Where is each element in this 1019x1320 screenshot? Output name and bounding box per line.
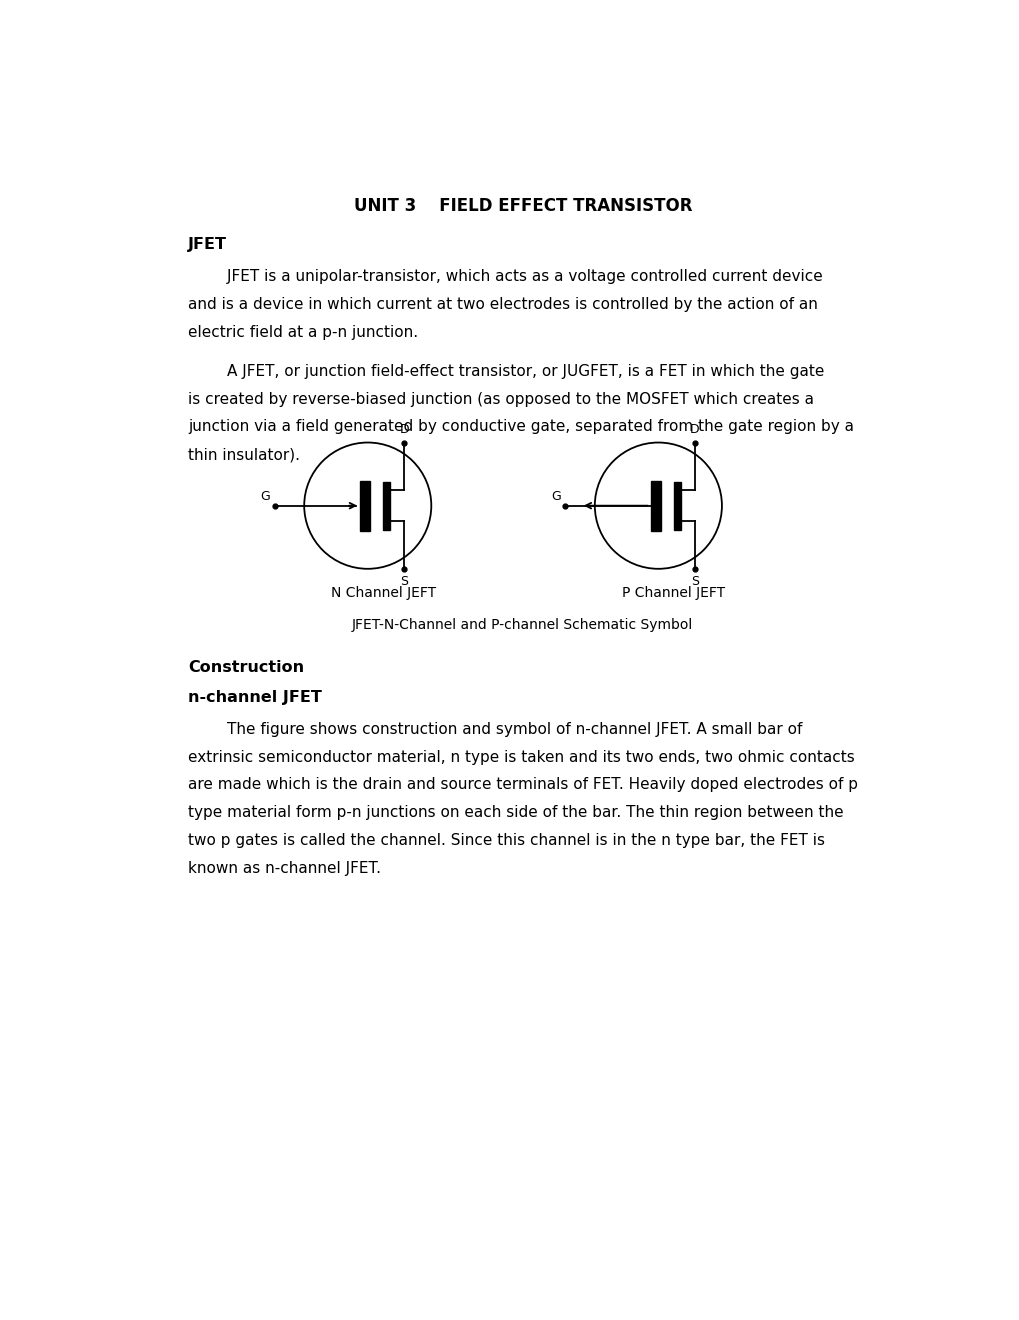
Text: electric field at a p-n junction.: electric field at a p-n junction. [187, 325, 418, 339]
Text: UNIT 3    FIELD EFFECT TRANSISTOR: UNIT 3 FIELD EFFECT TRANSISTOR [354, 197, 691, 215]
Text: n-channel JFET: n-channel JFET [187, 689, 322, 705]
Text: G: G [550, 490, 560, 503]
Text: D: D [399, 424, 409, 437]
Text: D: D [689, 424, 699, 437]
Text: extrinsic semiconductor material, n type is taken and its two ends, two ohmic co: extrinsic semiconductor material, n type… [187, 750, 854, 764]
Text: JFET is a unipolar-transistor, which acts as a voltage controlled current device: JFET is a unipolar-transistor, which act… [187, 269, 822, 284]
Text: N Channel JEFT: N Channel JEFT [330, 586, 435, 599]
Text: two p gates is called the channel. Since this channel is in the n type bar, the : two p gates is called the channel. Since… [187, 833, 824, 847]
Text: G: G [260, 490, 270, 503]
Text: are made which is the drain and source terminals of FET. Heavily doped electrode: are made which is the drain and source t… [187, 777, 857, 792]
Text: JFET-N-Channel and P-channel Schematic Symbol: JFET-N-Channel and P-channel Schematic S… [352, 618, 693, 632]
Text: P Channel JEFT: P Channel JEFT [622, 586, 725, 599]
Bar [650, 480, 660, 531]
Text: type material form p-n junctions on each side of the bar. The thin region betwee: type material form p-n junctions on each… [187, 805, 843, 820]
Text: and is a device in which current at two electrodes is controlled by the action o: and is a device in which current at two … [187, 297, 817, 312]
Text: A JFET, or junction field-effect transistor, or JUGFET, is a FET in which the ga: A JFET, or junction field-effect transis… [187, 364, 823, 379]
Bar [360, 480, 370, 531]
Text: known as n-channel JFET.: known as n-channel JFET. [187, 861, 380, 875]
Text: is created by reverse-biased junction (as opposed to the MOSFET which creates a: is created by reverse-biased junction (a… [187, 392, 813, 407]
Text: JFET: JFET [187, 238, 227, 252]
Text: Construction: Construction [187, 660, 304, 676]
Text: S: S [690, 576, 698, 587]
Bar [383, 482, 390, 529]
Text: junction via a field generated by conductive gate, separated from the gate regio: junction via a field generated by conduc… [187, 420, 853, 434]
Text: thin insulator).: thin insulator). [187, 447, 300, 462]
Text: The figure shows construction and symbol of n-channel JFET. A small bar of: The figure shows construction and symbol… [187, 722, 802, 737]
Bar [674, 482, 681, 529]
Text: S: S [399, 576, 408, 587]
